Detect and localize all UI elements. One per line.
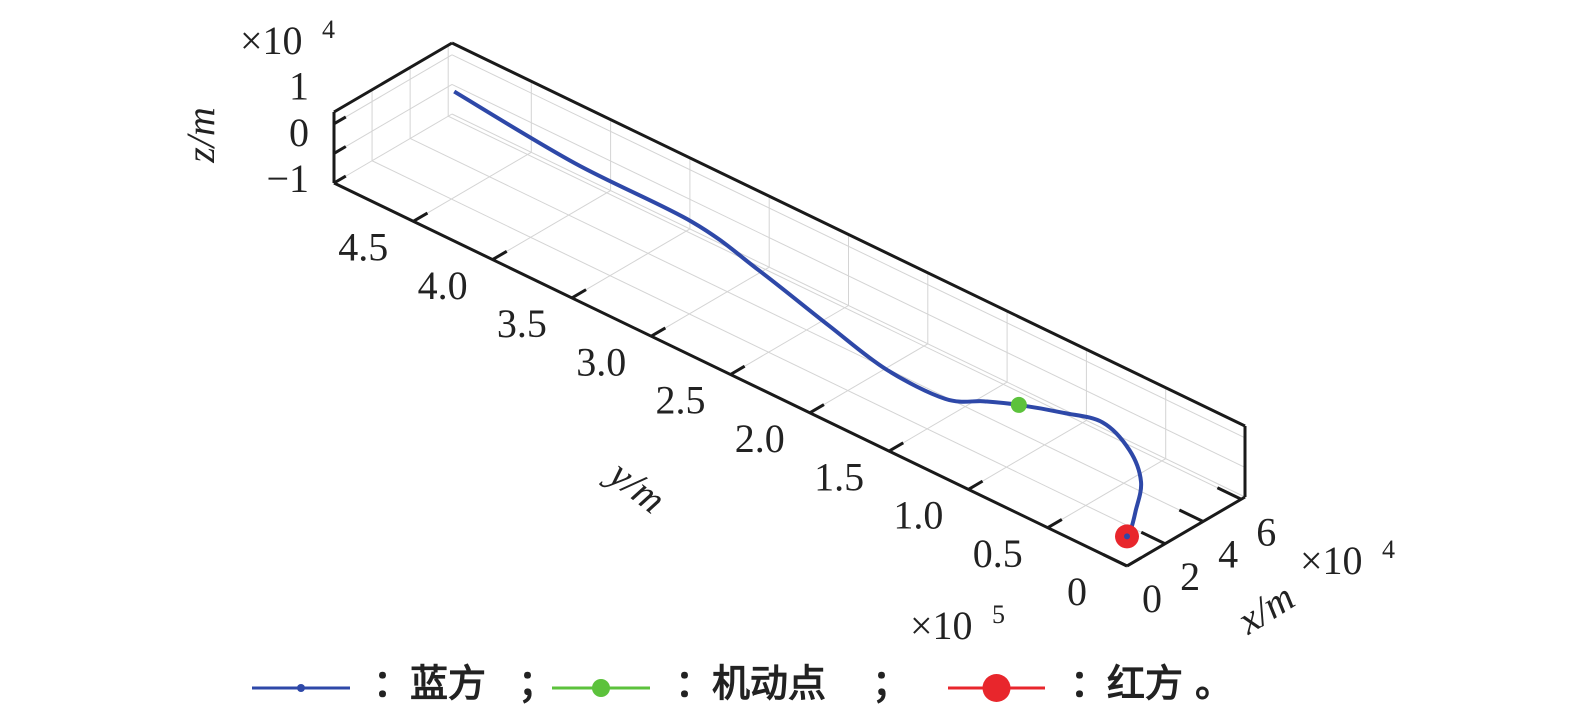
- y-tick: [650, 326, 667, 338]
- axis-edge: [333, 41, 453, 114]
- y-tick: [491, 250, 508, 261]
- grid-line: [1047, 458, 1166, 529]
- grid-line: [333, 113, 453, 184]
- grid-line: [451, 113, 1246, 498]
- x-tick: [1216, 486, 1242, 501]
- x-multiplier-exponent: 4: [1382, 535, 1395, 564]
- y-tick-label: 3.0: [576, 339, 626, 384]
- z-axis-label: z/m: [178, 107, 223, 164]
- z-multiplier: ×10: [240, 18, 303, 63]
- y-tick-label: 3.5: [497, 301, 547, 346]
- legend-colon: ：: [373, 664, 411, 706]
- x-axis-label: x/m: [1228, 574, 1302, 643]
- x-tick-label: 2: [1180, 554, 1200, 599]
- y-tick-label: 1.5: [814, 454, 864, 499]
- y-tick-label: 1.0: [893, 493, 943, 538]
- grid-line: [571, 228, 691, 299]
- z-tick: [333, 145, 347, 155]
- z-tick-label: −1: [266, 156, 309, 201]
- grid-line: [730, 305, 849, 375]
- grid-line: [888, 381, 1008, 452]
- legend-punct: ；: [518, 664, 556, 706]
- axis-edge: [1126, 495, 1246, 568]
- y-tick: [809, 403, 825, 415]
- grid-line: [968, 419, 1087, 490]
- legend-label: 机动点: [712, 664, 826, 706]
- legend-marker: [982, 674, 1011, 702]
- y-tick: [888, 441, 905, 453]
- x-tick-label: 0: [1142, 576, 1162, 621]
- y-tick: [571, 288, 587, 300]
- grid-line: [492, 190, 611, 261]
- x-multiplier: ×10: [1300, 538, 1363, 583]
- point-core: [1124, 533, 1130, 540]
- y-tick: [729, 364, 746, 376]
- grid-line: [809, 343, 929, 414]
- trajectory: [453, 89, 1144, 538]
- y-tick-label: 2.5: [656, 378, 706, 423]
- y-axis-label: y/m: [598, 449, 674, 522]
- z-tick: [333, 115, 347, 126]
- x-tick: [1140, 530, 1166, 546]
- grid-line: [451, 83, 1246, 468]
- z-tick-label: 0: [289, 110, 309, 155]
- point-marker: [1010, 396, 1027, 413]
- grid-line: [333, 83, 453, 154]
- grid-line: [333, 54, 453, 125]
- x-tick-label: 6: [1256, 509, 1276, 554]
- y-tick-label: 0: [1067, 569, 1087, 614]
- grid-line: [650, 266, 770, 337]
- y-tick-label: 4.0: [418, 263, 468, 308]
- legend-marker: [297, 684, 305, 692]
- y-tick-label: 0.5: [973, 531, 1023, 576]
- y-tick: [967, 479, 984, 491]
- grid-line: [451, 54, 1246, 439]
- x-tick-label: 4: [1218, 532, 1238, 577]
- axis-edge: [451, 41, 1246, 428]
- z-multiplier-exponent: 4: [322, 15, 335, 44]
- y-multiplier-exponent: 5: [992, 600, 1005, 629]
- grid-line: [413, 151, 532, 222]
- legend-punct: ；: [872, 664, 910, 706]
- z-tick-label: 1: [289, 64, 309, 109]
- y-multiplier: ×10: [910, 603, 973, 648]
- y-tick: [1126, 556, 1142, 568]
- y-tick-label: 4.5: [338, 224, 388, 269]
- x-tick: [1102, 553, 1128, 568]
- y-tick: [1046, 518, 1063, 529]
- z-tick: [333, 174, 347, 185]
- legend-colon: ：: [675, 664, 713, 706]
- legend-colon: ：: [1070, 664, 1108, 706]
- legend-label: 红方: [1107, 664, 1183, 706]
- y-tick: [412, 211, 429, 223]
- y-tick-label: 2.0: [735, 416, 785, 461]
- x-tick: [1178, 508, 1204, 523]
- legend-label: 蓝方: [410, 664, 486, 706]
- legend-punct: 。: [1195, 664, 1233, 706]
- legend-marker: [592, 679, 610, 697]
